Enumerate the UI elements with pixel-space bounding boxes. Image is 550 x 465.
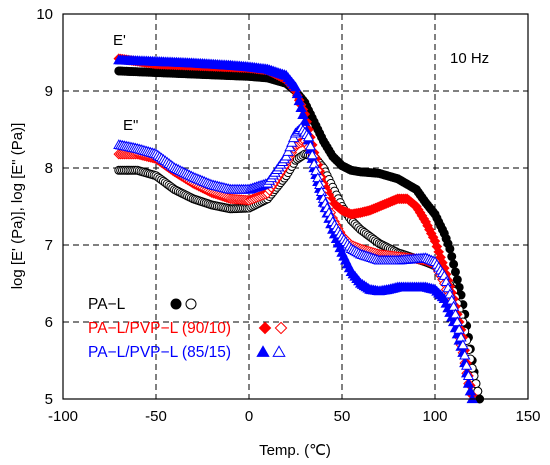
- series-0: [114, 66, 485, 404]
- x-tick-label: 150: [515, 408, 540, 425]
- data-point: [315, 186, 328, 196]
- data-point: [293, 95, 305, 106]
- data-point: [447, 252, 457, 262]
- y-tick-label: 6: [45, 314, 53, 331]
- y-tick-label: 10: [36, 6, 53, 23]
- y-tick-labels: 5 6 7 8 9 10: [36, 6, 53, 408]
- data-point: [308, 158, 320, 169]
- data-point: [459, 349, 471, 360]
- legend-marker-filled: [256, 345, 270, 357]
- x-tick-label: 0: [245, 408, 253, 425]
- data-point: [455, 331, 467, 342]
- data-point: [314, 179, 326, 190]
- annotation-e-double-prime: E": [123, 117, 138, 134]
- legend-label-pa-l: PA−L: [88, 296, 126, 313]
- legend-marker-open: [274, 321, 288, 335]
- data-point: [302, 131, 315, 142]
- legend-marker-filled: [258, 321, 272, 335]
- data-point: [295, 102, 307, 113]
- data-point: [450, 267, 460, 277]
- data-point: [462, 370, 475, 380]
- data-point: [460, 359, 473, 370]
- y-tick-label: 5: [45, 391, 53, 408]
- data-markers: [113, 53, 485, 404]
- x-tick-label: 50: [334, 408, 351, 425]
- data-point: [299, 115, 311, 126]
- series-4: [113, 54, 478, 404]
- data-point: [464, 385, 477, 396]
- data-point: [473, 386, 483, 396]
- y-tick-label: 7: [45, 237, 53, 254]
- legend-marker-open: [272, 345, 286, 357]
- y-axis-label: log [E' (Pa)], log [E" (Pa)]: [9, 123, 26, 290]
- legend-marker-open: [185, 298, 197, 310]
- data-point: [297, 109, 309, 119]
- legend-markers: [170, 298, 288, 357]
- data-point: [304, 140, 317, 151]
- data-point: [462, 377, 475, 388]
- legend-marker-filled: [170, 298, 182, 310]
- plot-frame: [62, 13, 529, 400]
- annotation-frequency: 10 Hz: [450, 50, 489, 67]
- data-point: [289, 81, 302, 92]
- data-point: [445, 244, 455, 254]
- x-tick-label: -50: [145, 408, 167, 425]
- y-tick-label: 8: [45, 160, 53, 177]
- data-point: [291, 88, 304, 99]
- data-point: [451, 316, 463, 327]
- legend-label-90-10: PA−L/PVP−L (90/10): [88, 320, 231, 337]
- data-point: [452, 275, 462, 285]
- data-point: [457, 339, 469, 350]
- y-tick-label: 9: [45, 83, 53, 100]
- data-point: [447, 300, 460, 311]
- data-point: [449, 259, 459, 269]
- x-axis-label: Temp. (℃): [259, 442, 331, 459]
- series-5: [113, 122, 475, 380]
- data-point: [310, 165, 322, 176]
- data-point: [312, 172, 324, 183]
- x-tick-label: -100: [48, 408, 78, 425]
- data-point: [306, 149, 318, 160]
- x-tick-labels: -100 -50 0 50 100 150: [48, 408, 541, 425]
- data-point: [449, 308, 462, 319]
- legend: PA−L PA−L/PVP−L (90/10) PA−L/PVP−L (85/1…: [88, 296, 288, 361]
- data-point: [453, 323, 465, 334]
- x-tick-label: 100: [422, 408, 447, 425]
- legend-label-85-15: PA−L/PVP−L (85/15): [88, 344, 231, 361]
- annotation-e-prime: E': [113, 32, 126, 49]
